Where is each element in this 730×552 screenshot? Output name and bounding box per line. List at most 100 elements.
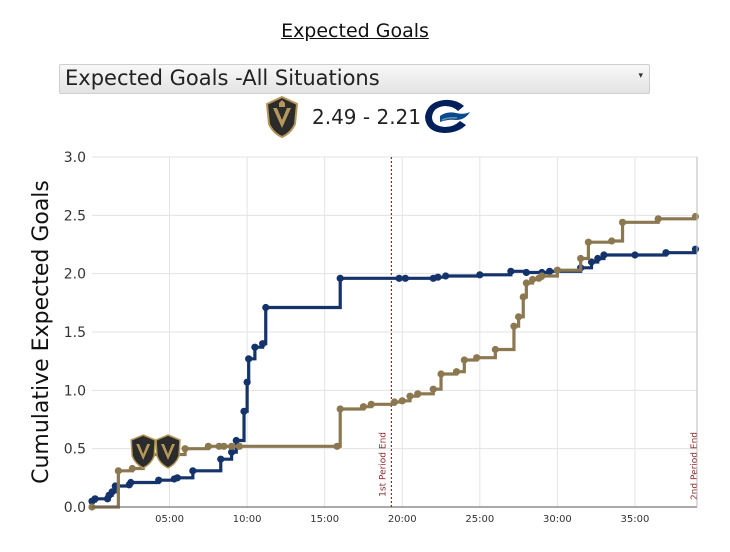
annotations: 1st Period End 2nd Period End <box>378 157 700 507</box>
home-shot-point <box>460 356 468 364</box>
away-shot-point <box>434 273 442 281</box>
away-shot-point <box>691 245 700 253</box>
away-shot-point <box>476 271 484 279</box>
y-tick-label: 0.0 <box>64 500 86 516</box>
away-shot-point <box>522 268 530 277</box>
away-shot-point <box>232 436 240 445</box>
chart-title: Expected Goals <box>281 20 429 42</box>
x-tick-label: 10:00 <box>233 514 262 525</box>
home-shot-point <box>510 322 518 330</box>
away-shot-point <box>594 254 602 263</box>
away-shot-point <box>259 340 267 348</box>
x-tick-label: 35:00 <box>621 514 650 525</box>
away-shot-point <box>401 274 409 282</box>
away-shot-point <box>662 249 670 257</box>
home-shot-point <box>538 272 546 280</box>
canucks-logo-icon <box>425 99 470 133</box>
goal-icon-v <box>161 444 176 460</box>
away-shot-point <box>262 303 270 312</box>
away-series-line <box>92 249 698 503</box>
series <box>88 212 700 511</box>
home-shot-point <box>390 398 399 406</box>
golden-knights-goal-icon <box>155 434 181 469</box>
home-shot-point <box>654 215 662 223</box>
home-shot-point <box>522 279 530 287</box>
home-shot-point <box>181 445 189 453</box>
situation-select-value: Expected Goals -All Situations <box>65 66 380 90</box>
y-axis-label: Cumulative Expected Goals <box>29 180 54 484</box>
score-row: 2.49 - 2.21 <box>0 96 730 140</box>
away-shot-point <box>546 267 554 275</box>
away-shot-point <box>127 478 135 487</box>
away-shot-point <box>442 272 450 280</box>
golden-knights-logo-icon <box>265 96 299 138</box>
away-shot-point <box>240 407 248 415</box>
y-tick-label: 2.0 <box>64 267 86 283</box>
y-tick-label: 1.5 <box>64 325 86 341</box>
home-shot-point <box>220 442 228 450</box>
home-shot-point <box>359 403 368 411</box>
home-shot-point <box>515 313 523 321</box>
away-shot-point <box>245 355 253 363</box>
home-shot-point <box>519 293 527 301</box>
home-shot-point <box>473 354 481 362</box>
away-shot-point <box>217 455 225 463</box>
golden-knights-goal-icon <box>130 434 156 469</box>
home-shot-point <box>528 275 537 284</box>
x-tick-label: 20:00 <box>388 514 417 525</box>
x-tick-label: 25:00 <box>465 514 494 525</box>
away-shot-point <box>395 274 403 282</box>
score-text: 2.49 - 2.21 <box>312 105 421 129</box>
home-shot-point <box>128 464 136 473</box>
away-shot-point <box>155 476 163 484</box>
away-shot-point <box>91 495 99 503</box>
period-end-label: 1st Period End <box>378 432 388 497</box>
home-shot-point <box>691 212 700 221</box>
y-tick-label: 1.0 <box>64 383 86 399</box>
home-shot-point <box>608 237 616 245</box>
situation-select[interactable]: Expected Goals -All Situations ▾ <box>59 64 650 94</box>
home-shot-point <box>406 392 414 400</box>
axes: 0.0 0.5 1.0 1.5 2.0 2.5 3.0 05:00 10:00 15:00 20:0… <box>29 150 698 525</box>
home-shot-point <box>235 442 243 450</box>
away-shot-point <box>108 488 116 496</box>
home-shot-point <box>553 266 561 274</box>
home-shot-point <box>429 385 437 393</box>
home-shot-point <box>114 467 122 475</box>
home-shot-point <box>618 218 627 226</box>
home-shot-point <box>333 442 341 450</box>
goal-icon-v <box>136 444 151 460</box>
home-shot-point <box>577 254 585 263</box>
y-tick-label: 2.5 <box>64 208 86 224</box>
away-shot-point <box>243 378 251 386</box>
x-tick-label: 05:00 <box>155 514 184 525</box>
goal-icon-shield <box>155 434 181 469</box>
away-shot-point <box>251 343 259 351</box>
home-shot-point <box>414 390 422 398</box>
x-tick-label: 15:00 <box>310 514 339 525</box>
home-shot-point <box>228 442 236 450</box>
home-shot-point <box>367 400 375 408</box>
home-shot-point <box>437 370 445 378</box>
away-shot-point <box>336 274 344 282</box>
home-shot-point <box>336 405 344 413</box>
home-shot-point <box>584 238 593 246</box>
away-shot-point <box>173 474 181 482</box>
away-shot-point <box>228 448 236 456</box>
home-shot-point <box>204 442 212 450</box>
away-shot-point <box>507 267 515 275</box>
home-shot-point <box>452 368 461 376</box>
chevron-down-icon: ▾ <box>638 71 643 81</box>
goal-icon-shield <box>130 434 156 469</box>
away-shot-point <box>587 258 596 266</box>
goal-markers <box>130 434 181 469</box>
y-tick-label: 0.5 <box>64 442 86 458</box>
home-shot-point <box>398 397 406 405</box>
x-tick-label: 30:00 <box>543 514 572 525</box>
y-tick-label: 3.0 <box>64 150 86 166</box>
home-shot-point <box>491 345 499 354</box>
away-shot-point <box>631 251 639 259</box>
away-shot-point <box>600 251 608 259</box>
away-shot-point <box>189 467 197 475</box>
